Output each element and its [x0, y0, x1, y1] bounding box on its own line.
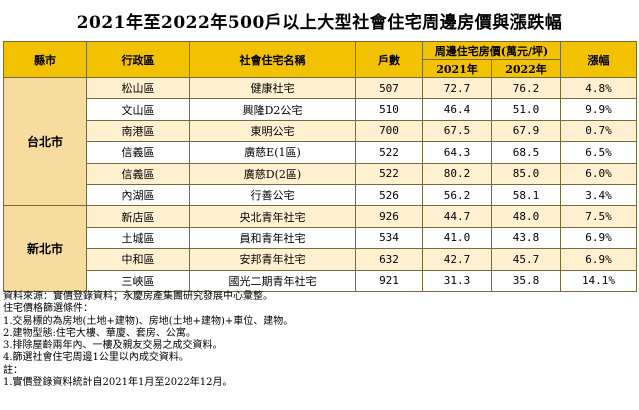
price-2021-cell: 80.2 — [422, 162, 492, 185]
change-cell: 3.4% — [560, 183, 637, 207]
table-row: 內湖區 行善公宅 526 56.2 58.1 3.4% — [4, 183, 637, 207]
note-line: 註： — [3, 364, 23, 376]
note-line: 1.交易標的為房地(土地+建物)、房地(土地+建物)+車位、建物。 — [3, 315, 294, 327]
households-cell: 526 — [355, 183, 423, 207]
header-price-group: 周邊住宅房價(萬元/坪) — [422, 41, 561, 60]
housing-name-cell: 央北青年社宅 — [189, 205, 356, 228]
header-change: 漲幅 — [560, 41, 637, 78]
district-cell: 信義區 — [86, 141, 190, 164]
header-2021: 2021年 — [422, 59, 492, 78]
housing-name-cell: 安邦青年社宅 — [189, 248, 356, 271]
header-city: 縣市 — [3, 41, 87, 78]
note-line: 2.建物型態:住宅大樓、華廈、套房、公寓。 — [3, 327, 196, 339]
price-2021-cell: 31.3 — [422, 269, 492, 292]
price-2022-cell: 43.8 — [491, 226, 561, 250]
change-cell: 6.5% — [560, 141, 637, 164]
price-2021-cell: 41.0 — [422, 226, 492, 250]
households-cell: 921 — [355, 269, 423, 292]
housing-name-cell: 行善公宅 — [189, 183, 356, 207]
city-cell: 新北市 — [3, 205, 87, 292]
housing-name-cell: 廣慈D(2區) — [189, 162, 356, 185]
households-cell: 522 — [355, 141, 423, 164]
households-cell: 534 — [355, 226, 423, 250]
district-cell: 土城區 — [86, 226, 190, 250]
table-row: 新北市 新店區 央北青年社宅 926 44.7 48.0 7.5% — [3, 205, 637, 292]
households-cell: 632 — [355, 248, 423, 271]
price-2021-cell: 67.5 — [422, 119, 492, 143]
price-2022-cell: 68.5 — [491, 141, 561, 164]
district-cell: 新店區 — [86, 205, 190, 228]
price-2022-cell: 45.7 — [491, 248, 561, 271]
district-cell: 信義區 — [86, 162, 190, 185]
district-cell: 松山區 — [86, 76, 190, 100]
households-cell: 522 — [355, 162, 423, 185]
table-row: 南港區 東明公宅 700 67.5 67.9 0.7% — [4, 119, 637, 143]
price-2022-cell: 67.9 — [491, 119, 561, 143]
housing-name-cell: 國光二期青年社宅 — [189, 269, 356, 292]
households-cell: 507 — [355, 76, 423, 100]
table-row: 文山區 興隆D2公宅 510 46.4 51.0 9.9% — [4, 98, 637, 121]
price-2021-cell: 44.7 — [422, 205, 492, 228]
change-cell: 6.9% — [560, 226, 637, 250]
price-2021-cell: 56.2 — [422, 183, 492, 207]
price-2022-cell: 51.0 — [491, 98, 561, 121]
housing-name-cell: 員和青年社宅 — [189, 226, 356, 250]
housing-name-cell: 健康社宅 — [189, 76, 356, 100]
note-line: 住宅價格篩選條件： — [3, 303, 93, 315]
change-cell: 7.5% — [560, 205, 637, 228]
change-cell: 4.8% — [560, 76, 637, 100]
table-row: 土城區 員和青年社宅 534 41.0 43.8 6.9% — [4, 226, 637, 250]
change-cell: 6.0% — [560, 162, 637, 185]
footnotes: 資料來源：實價登錄資料；永慶房產集團研究發展中心彙整。 住宅價格篩選條件： 1.交易… — [3, 291, 636, 389]
social-housing-table: 縣市 行政區 社會住宅名稱 戶數 周邊住宅房價(萬元/坪) 漲幅 2021年 2… — [3, 41, 637, 292]
households-cell: 510 — [355, 98, 423, 121]
note-line: 資料來源：實價登錄資料；永慶房產集團研究發展中心彙整。 — [3, 291, 273, 302]
district-cell: 中和區 — [86, 248, 190, 271]
housing-name-cell: 東明公宅 — [189, 119, 356, 143]
district-cell: 文山區 — [86, 98, 190, 121]
housing-name-cell: 興隆D2公宅 — [189, 98, 356, 121]
district-cell: 三峽區 — [86, 269, 190, 292]
housing-name-cell: 廣慈E(1區) — [189, 141, 356, 164]
district-cell: 內湖區 — [86, 183, 190, 207]
price-2022-cell: 76.2 — [491, 76, 561, 100]
note-line: 4.篩選社會住宅周邊1公里以內成交資料。 — [3, 352, 189, 364]
price-2021-cell: 72.7 — [422, 76, 492, 100]
table-row: 三峽區 國光二期青年社宅 921 31.3 35.8 14.1% — [4, 269, 637, 292]
note-line: 3.排除屋齡兩年內、一樓及親友交易之成交資料。 — [3, 340, 223, 352]
price-2021-cell: 64.3 — [422, 141, 492, 164]
change-cell: 9.9% — [560, 98, 637, 121]
header-2022: 2022年 — [491, 59, 561, 78]
note-line: 1.實價登錄資料統計自2021年1月至2022年12月。 — [3, 377, 233, 389]
header-name: 社會住宅名稱 — [189, 41, 356, 78]
households-cell: 700 — [355, 119, 423, 143]
header-district: 行政區 — [86, 41, 190, 78]
table-row: 中和區 安邦青年社宅 632 42.7 45.7 6.9% — [4, 248, 637, 271]
households-cell: 926 — [355, 205, 423, 228]
table-row: 台北市 松山區 健康社宅 507 72.7 76.2 4.8% — [3, 76, 637, 207]
header-households: 戶數 — [355, 41, 423, 78]
change-cell: 0.7% — [560, 119, 637, 143]
price-2022-cell: 48.0 — [491, 205, 561, 228]
table-row: 信義區 廣慈D(2區) 522 80.2 85.0 6.0% — [4, 162, 637, 185]
table-row: 信義區 廣慈E(1區) 522 64.3 68.5 6.5% — [4, 141, 637, 164]
district-cell: 南港區 — [86, 119, 190, 143]
city-cell: 台北市 — [3, 76, 87, 207]
price-2022-cell: 35.8 — [491, 269, 561, 292]
change-cell: 6.9% — [560, 248, 637, 271]
price-2021-cell: 46.4 — [422, 98, 492, 121]
price-2022-cell: 58.1 — [491, 183, 561, 207]
price-2021-cell: 42.7 — [422, 248, 492, 271]
price-2022-cell: 85.0 — [491, 162, 561, 185]
page-title: 2021年至2022年500戶以上大型社會住宅周邊房價與漲跌幅 — [76, 13, 563, 33]
change-cell: 14.1% — [560, 269, 637, 292]
